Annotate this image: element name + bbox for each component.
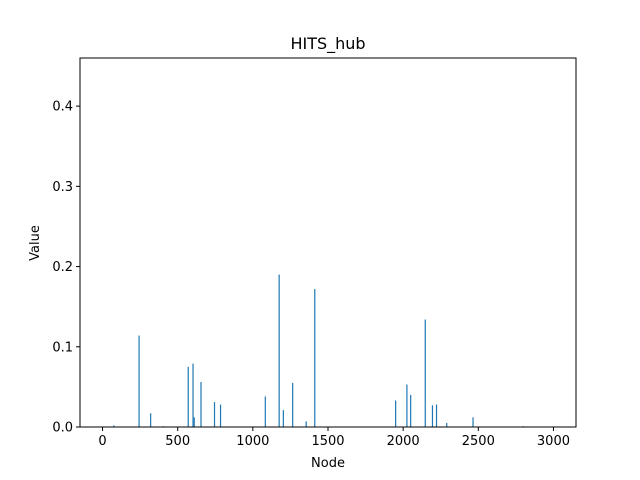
- y-axis-title: Value: [28, 225, 43, 261]
- bar-18: [410, 394, 412, 427]
- x-axis-title: Node: [311, 456, 345, 471]
- bar-16: [395, 400, 397, 427]
- bar-19: [424, 319, 426, 427]
- bar-17: [406, 384, 408, 427]
- x-tick-label: 3000: [537, 434, 570, 449]
- bar-13: [292, 382, 294, 427]
- x-axis-ticks: 0 500 1000 1500 2000 2500 3000: [98, 427, 570, 449]
- y-tick-label: 0.0: [52, 421, 73, 436]
- x-tick-label: 500: [165, 434, 190, 449]
- plot-frame: [79, 57, 577, 428]
- x-tick-label: 2500: [462, 434, 495, 449]
- bar-20: [431, 405, 434, 427]
- x-tick-label: 2000: [387, 434, 420, 449]
- y-tick-label: 0.3: [52, 180, 73, 195]
- bar-21: [435, 404, 438, 427]
- bar-5: [192, 363, 194, 427]
- y-tick-label: 0.2: [52, 260, 73, 275]
- bars-group: [113, 274, 524, 427]
- x-tick-label: 0: [98, 434, 106, 449]
- y-axis-ticks: 0.0 0.1 0.2 0.3 0.4: [52, 100, 80, 436]
- bar-7: [200, 382, 202, 427]
- bar-14: [305, 421, 307, 427]
- bar-8: [213, 402, 216, 427]
- bar-22: [446, 422, 448, 427]
- x-tick-label: 1000: [236, 434, 269, 449]
- bar-12: [282, 410, 284, 427]
- bar-2: [150, 413, 152, 427]
- y-tick-label: 0.4: [52, 100, 73, 115]
- bar-23: [472, 417, 474, 427]
- y-tick-label: 0.1: [52, 340, 73, 355]
- bar-15: [314, 289, 316, 427]
- bar-1: [138, 335, 140, 427]
- bar-10: [264, 396, 266, 427]
- chart-title: HITS_hub: [290, 34, 365, 54]
- bar-0: [113, 425, 115, 427]
- x-tick-label: 1500: [311, 434, 344, 449]
- bar-9: [219, 404, 222, 427]
- bar-6: [193, 417, 195, 427]
- bar-4: [187, 366, 189, 427]
- bar-11: [278, 274, 280, 427]
